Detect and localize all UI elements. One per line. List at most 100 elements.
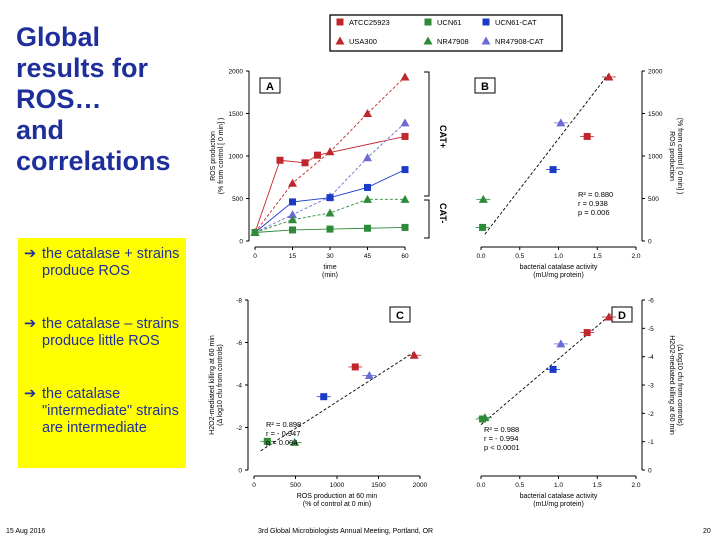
x-tick-label: 500 bbox=[290, 482, 301, 489]
slide-title: Global results for ROS… and correlations bbox=[16, 22, 186, 177]
stats-text: p < 0.0001 bbox=[484, 443, 520, 452]
data-point bbox=[604, 312, 614, 321]
data-point bbox=[326, 225, 334, 233]
y-tick-label: 0 bbox=[648, 239, 652, 246]
data-point bbox=[288, 210, 297, 219]
stats-text: r = 0.938 bbox=[578, 199, 608, 208]
panel-letter-box bbox=[389, 306, 411, 323]
y-axis-label: ROS production bbox=[668, 131, 675, 181]
y-axis-label: ROS production bbox=[210, 131, 217, 181]
data-point bbox=[289, 198, 296, 206]
bullet-text: the catalase – strains produce little RO… bbox=[42, 316, 180, 349]
arrow-icon: ➔ bbox=[24, 316, 37, 332]
legend-label: UCN61-CAT bbox=[495, 18, 537, 27]
data-point bbox=[583, 132, 591, 140]
legend-label: ATCC25923 bbox=[349, 18, 390, 27]
x-axis-label: (min) bbox=[322, 272, 338, 279]
data-point bbox=[351, 363, 359, 371]
y-tick-label: 1500 bbox=[648, 111, 663, 118]
chart-panel-d: 0 -1 -2 -3 -4 -5 -6 0.0 0.5 1.0 1.5 2.0 bacterial ca… bbox=[475, 298, 683, 508]
data-point bbox=[400, 72, 410, 81]
y-tick-label: 0 bbox=[648, 468, 652, 475]
x-tick-label: 2.0 bbox=[631, 253, 640, 260]
panel-letter-box bbox=[611, 306, 633, 323]
chart-panel-b: 0 500 1000 1500 2000 0.0 0.5 1.0 1.5 2.0 bacterial… bbox=[474, 69, 683, 279]
y-tick-label: -3 bbox=[648, 383, 654, 390]
x-tick-label: 2000 bbox=[413, 482, 428, 489]
y-tick-label: -6 bbox=[648, 298, 654, 305]
data-point bbox=[301, 159, 309, 167]
y-axis-label: (Δ log10 cfu from controls) bbox=[676, 344, 683, 426]
title-line: results for bbox=[16, 53, 149, 83]
stats-text: p = 0.006 bbox=[578, 208, 610, 217]
y-axis-label: (% from control [ 0 min] ) bbox=[676, 118, 683, 195]
y-axis-label: H2O2-mediated killing at 60 min bbox=[209, 335, 216, 435]
panel-letter: D bbox=[618, 310, 626, 322]
title-line: Global bbox=[16, 22, 101, 52]
legend-label: USA300 bbox=[349, 37, 377, 46]
y-tick-label: -6 bbox=[236, 340, 242, 347]
stats-text: r = - 0.947 bbox=[266, 429, 300, 438]
data-point bbox=[479, 223, 487, 231]
x-tick-label: 1.0 bbox=[554, 253, 563, 260]
data-point bbox=[549, 166, 557, 174]
title-line: and bbox=[16, 115, 65, 145]
y-tick-label: -4 bbox=[236, 383, 242, 390]
x-tick-label: 2.0 bbox=[631, 482, 640, 489]
stats-text: r = - 0.994 bbox=[484, 434, 518, 443]
y-tick-label: 2000 bbox=[648, 69, 663, 76]
bullet-item: ➔ the catalase "intermediate" strains ar… bbox=[24, 386, 184, 437]
legend-label: NR47908 bbox=[437, 37, 469, 46]
bullet-box: ➔ the catalase + strains produce ROS ➔ t… bbox=[18, 238, 186, 468]
legend-frame bbox=[329, 14, 563, 52]
data-point bbox=[364, 224, 371, 232]
y-tick-label: 0 bbox=[239, 239, 243, 246]
y-tick-label: -2 bbox=[236, 425, 242, 432]
x-tick-label: 1500 bbox=[371, 482, 386, 489]
data-point bbox=[556, 118, 566, 127]
panel-letter: C bbox=[396, 310, 404, 322]
x-axis-label: (% of control at 0 min) bbox=[303, 501, 371, 508]
y-axis-label: (% from control [ 0 min] ) bbox=[218, 118, 225, 195]
y-tick-label: -1 bbox=[648, 439, 654, 446]
data-point bbox=[549, 365, 557, 373]
title-line: ROS… bbox=[16, 84, 102, 114]
x-tick-label: 1.5 bbox=[593, 253, 602, 260]
x-tick-label: 1000 bbox=[330, 482, 345, 489]
data-point bbox=[364, 183, 371, 191]
regression-line bbox=[484, 73, 610, 235]
legend-marker bbox=[424, 18, 432, 26]
data-point bbox=[400, 118, 410, 127]
x-tick-label: 0.5 bbox=[515, 253, 524, 260]
x-axis-label: ROS production at 60 min bbox=[297, 493, 378, 500]
series-line bbox=[254, 122, 406, 233]
data-point bbox=[583, 329, 591, 337]
x-tick-label: 0 bbox=[253, 253, 257, 260]
data-point bbox=[276, 156, 284, 164]
y-tick-label: -8 bbox=[236, 298, 242, 305]
data-point bbox=[364, 370, 374, 379]
panel-letter-box bbox=[474, 77, 496, 94]
legend-label: UCN61 bbox=[437, 18, 462, 27]
y-tick-label: 500 bbox=[232, 196, 243, 203]
y-tick-label: 1000 bbox=[648, 154, 663, 161]
y-tick-label: 1000 bbox=[229, 154, 244, 161]
data-point bbox=[263, 437, 271, 445]
stats-text: p = 0.004 bbox=[266, 438, 298, 447]
x-tick-label: 1.5 bbox=[593, 482, 602, 489]
footer-page-number: 20 bbox=[703, 528, 711, 535]
footer-conference: 3rd Global Microbiologists Annual Meetin… bbox=[258, 528, 434, 535]
data-point bbox=[320, 393, 328, 401]
panel-letter: B bbox=[481, 81, 489, 93]
data-point bbox=[326, 194, 334, 202]
footer-date: 15 Aug 2016 bbox=[6, 528, 46, 535]
y-tick-label: 500 bbox=[648, 196, 659, 203]
legend-marker bbox=[335, 36, 345, 45]
legend-marker bbox=[481, 36, 491, 45]
y-tick-label: 2000 bbox=[229, 69, 244, 76]
data-point bbox=[556, 339, 566, 348]
bullet-item: ➔ the catalase – strains produce little … bbox=[24, 316, 184, 350]
bullet-text: the catalase + strains produce ROS bbox=[42, 246, 180, 279]
x-tick-label: 0.0 bbox=[476, 482, 485, 489]
y-axis-label: (Δ log10 cfu from controls) bbox=[217, 344, 224, 426]
